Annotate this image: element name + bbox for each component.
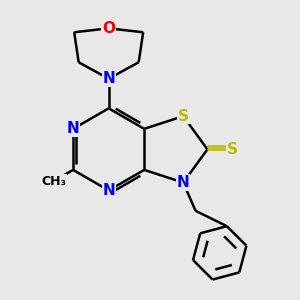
Text: N: N bbox=[67, 121, 80, 136]
Text: S: S bbox=[226, 142, 238, 157]
Text: CH₃: CH₃ bbox=[41, 175, 66, 188]
Text: N: N bbox=[177, 175, 190, 190]
Text: S: S bbox=[178, 109, 189, 124]
Text: N: N bbox=[102, 71, 115, 86]
Text: O: O bbox=[102, 21, 115, 36]
Text: N: N bbox=[102, 183, 115, 198]
